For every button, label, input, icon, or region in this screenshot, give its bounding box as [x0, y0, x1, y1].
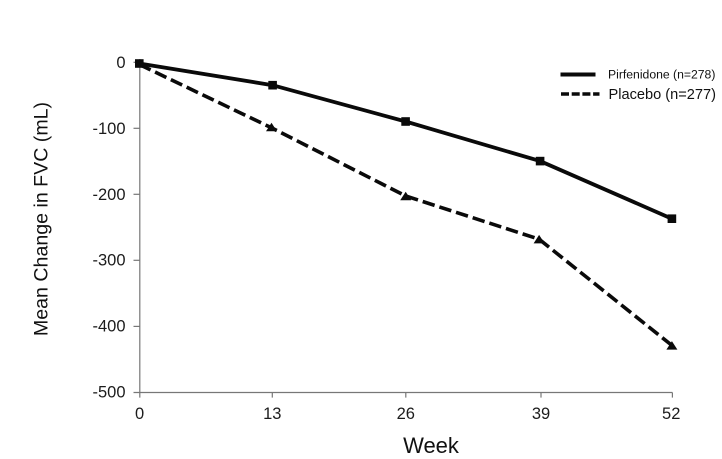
svg-text:-500: -500 — [92, 383, 125, 401]
svg-text:Placebo (n=277): Placebo (n=277) — [609, 87, 717, 103]
svg-text:13: 13 — [263, 405, 281, 423]
svg-text:-200: -200 — [92, 186, 125, 204]
svg-text:-100: -100 — [92, 120, 125, 138]
svg-text:-400: -400 — [92, 318, 125, 336]
svg-text:-300: -300 — [92, 252, 125, 270]
svg-text:0: 0 — [135, 405, 144, 423]
svg-text:26: 26 — [397, 405, 415, 423]
svg-text:39: 39 — [532, 405, 550, 423]
svg-text:Pirfenidone (n=278): Pirfenidone (n=278) — [608, 68, 715, 82]
svg-text:52: 52 — [662, 405, 680, 423]
svg-text:Mean Change in FVC (mL): Mean Change in FVC (mL) — [31, 102, 53, 336]
svg-text:Week: Week — [403, 433, 460, 458]
svg-text:0: 0 — [116, 54, 125, 72]
